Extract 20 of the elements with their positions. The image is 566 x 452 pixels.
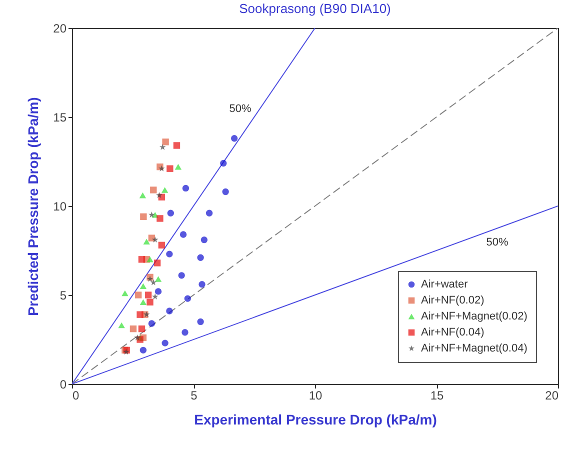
x-axis-title: Experimental Pressure Drop (kPa/m) [194,412,437,428]
annotation: 50% [486,236,508,248]
legend-label: Air+NF(0.02) [421,294,484,306]
y-tick-label: 10 [53,200,67,214]
y-tick-label: 5 [60,288,67,302]
x-tick-label: 15 [430,388,444,402]
y-tick-label: 20 [53,22,67,36]
x-tick-label: 20 [545,388,559,402]
annotation: 50% [229,103,252,115]
y-tick-label: 0 [60,378,67,392]
y-axis-title: Predicted Pressure Drop (kPa/m) [25,97,42,316]
x-tick-label: 0 [72,388,80,402]
legend-label: Air+water [421,278,468,290]
legend-label: Air+NF+Magnet(0.02) [421,310,528,322]
x-tick-label: 5 [190,388,198,402]
x-tick-label: 10 [308,388,322,402]
chart-title: Sookprasong (B90 DIA10) [239,1,391,16]
legend-label: Air+NF(0.04) [421,326,484,338]
legend-label: Air+NF+Magnet(0.04) [421,342,528,354]
y-tick-label: 15 [53,110,67,124]
